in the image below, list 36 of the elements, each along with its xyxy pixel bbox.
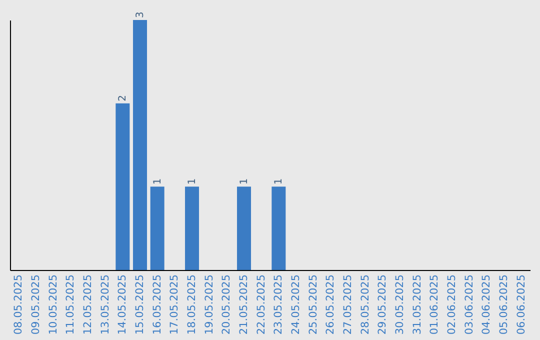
data-label: 3 [135,12,146,18]
x-tick-label: 28.05.2025 [359,274,372,335]
x-tick-label: 17.05.2025 [168,274,181,335]
data-label: 1 [239,178,250,185]
x-tick-label: 13.05.2025 [99,274,112,335]
x-tick-label: 04.06.2025 [480,274,493,335]
x-tick-label: 16.05.2025 [151,274,164,335]
x-tick-label: 08.05.2025 [12,274,25,335]
x-tick-label: 14.05.2025 [116,274,129,335]
x-tick-label: 29.05.2025 [376,274,389,335]
x-tick-label: 06.06.2025 [515,274,528,335]
x-tick-label: 03.06.2025 [463,274,476,335]
x-tick-label: 11.05.2025 [64,274,77,335]
x-tick-label: 23.05.2025 [272,274,285,335]
x-tick-label: 01.06.2025 [428,274,441,335]
x-tick-label: 20.05.2025 [220,274,233,335]
data-label: 2 [118,94,129,102]
data-label: 1 [187,178,198,185]
x-tick-label: 02.06.2025 [446,274,458,335]
x-tick-label: 19.05.2025 [203,274,216,335]
x-tick-label: 12.05.2025 [82,274,94,335]
data-label: 1 [152,178,164,185]
x-tick-label: 21.05.2025 [238,274,250,335]
x-tick-label: 22.05.2025 [255,274,268,335]
x-tick-label: 15.05.2025 [134,274,146,335]
x-tick-label: 31.05.2025 [411,274,424,335]
x-tick-label: 30.05.2025 [394,274,406,335]
data-label: 1 [274,178,285,185]
x-tick-label: 26.05.2025 [324,274,337,335]
x-tick-label: 25.05.2025 [307,274,320,335]
x-tick-label: 05.06.2025 [498,274,510,335]
x-tick-label: 10.05.2025 [47,274,60,335]
x-tick-label: 27.05.2025 [342,274,354,335]
x-tick-label: 24.05.2025 [290,274,302,335]
x-tick-label: 18.05.2025 [186,274,198,335]
x-tick-label: 09.05.2025 [30,274,42,335]
